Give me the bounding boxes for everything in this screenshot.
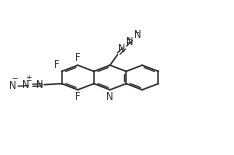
Text: N: N — [22, 80, 30, 90]
Text: N: N — [126, 37, 133, 47]
Text: −: − — [133, 28, 139, 37]
Text: N: N — [106, 92, 114, 102]
Text: N: N — [9, 81, 16, 91]
Text: F: F — [75, 92, 80, 102]
Text: F: F — [75, 53, 80, 63]
Text: ±: ± — [25, 74, 32, 83]
Text: N: N — [134, 30, 141, 40]
Text: N: N — [118, 44, 126, 54]
Text: ±: ± — [125, 36, 131, 45]
Text: F: F — [54, 60, 59, 69]
Text: −: − — [11, 74, 17, 83]
Text: N: N — [36, 80, 43, 90]
